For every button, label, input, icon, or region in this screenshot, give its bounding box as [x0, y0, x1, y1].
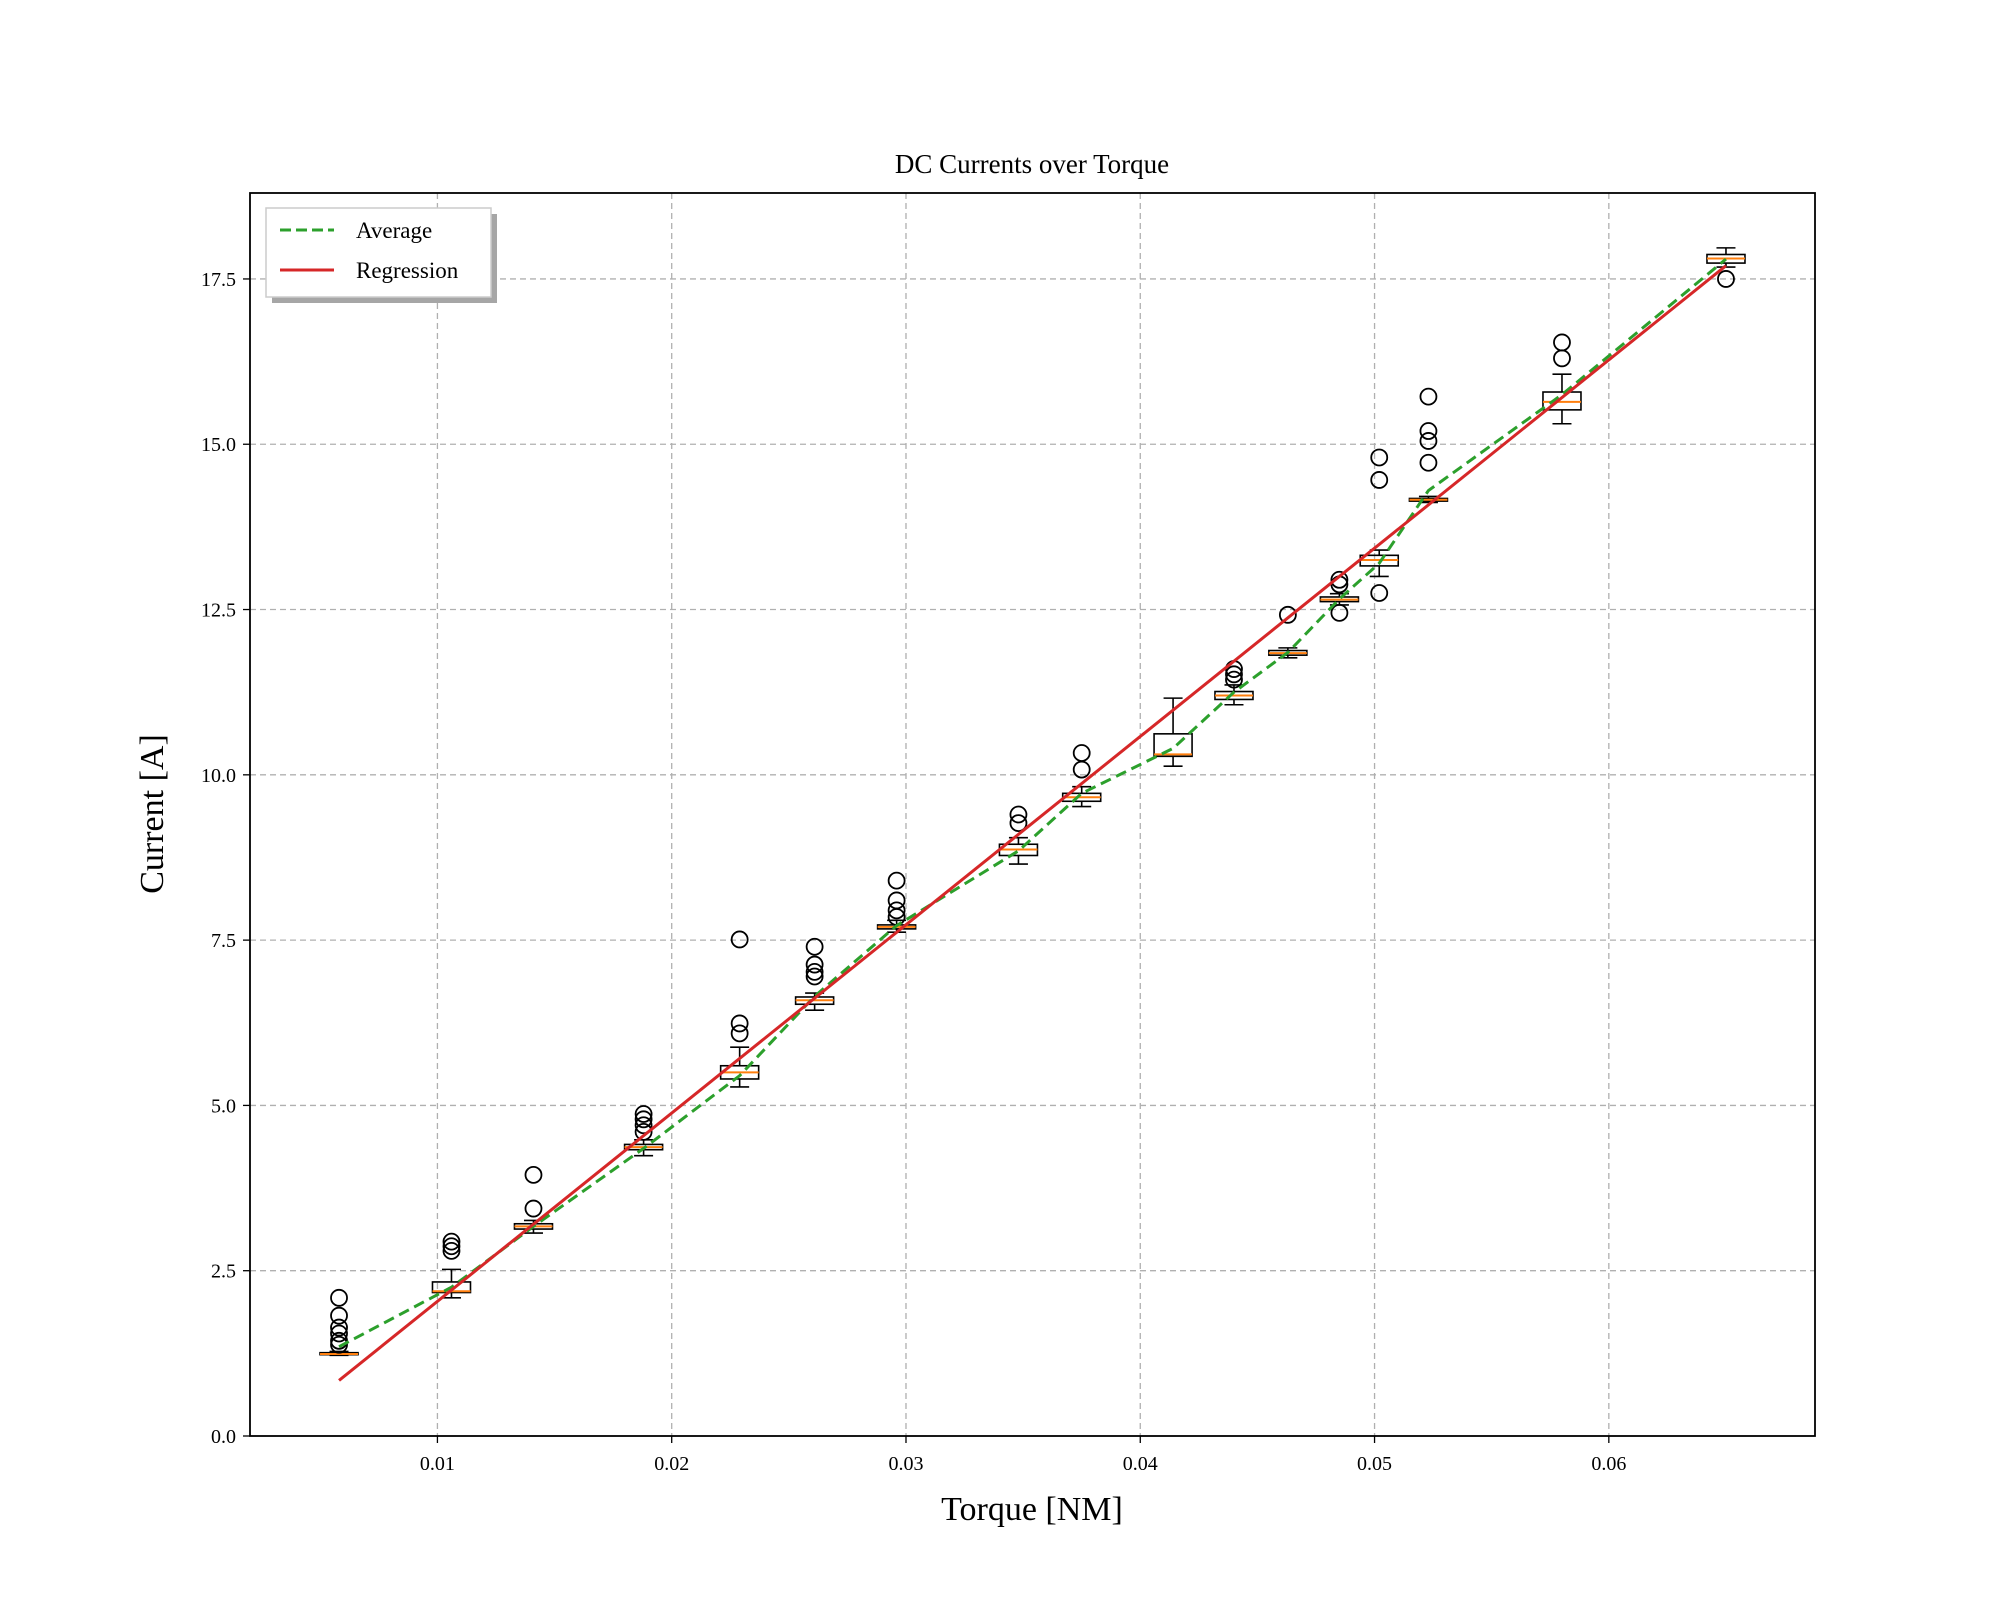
box-plot: [1408, 387, 1449, 504]
outlier-point: [330, 1288, 348, 1307]
x-tick-label: 0.04: [1123, 1453, 1158, 1475]
outlier-point: [634, 1116, 653, 1135]
outlier-point: [524, 1199, 543, 1218]
outlier-point: [1553, 349, 1571, 368]
outlier-point: [1370, 471, 1389, 489]
outlier-point: [730, 1014, 749, 1033]
outlier-point: [1225, 670, 1243, 689]
box-plot: [319, 1288, 359, 1357]
y-tick-label: 12.5: [201, 600, 236, 622]
outlier-point: [1330, 570, 1349, 589]
outlier-point: [1278, 605, 1297, 624]
outlier-point: [1419, 422, 1438, 440]
outlier-point: [634, 1105, 653, 1123]
outlier-point: [1370, 448, 1389, 467]
box-plot: [1359, 448, 1400, 602]
legend: Average Regression: [265, 207, 497, 303]
x-tick-label: 0.02: [654, 1453, 689, 1475]
box-plot: [719, 930, 760, 1088]
outlier-point: [524, 1165, 543, 1184]
outlier-point: [1009, 814, 1028, 832]
outlier-point: [1419, 432, 1438, 450]
series-lines: [338, 257, 1727, 1382]
x-tick-label: 0.06: [1591, 1453, 1626, 1475]
outlier-point: [1009, 805, 1028, 824]
outlier-point: [805, 967, 824, 986]
outlier-point: [330, 1335, 348, 1354]
x-axis-label: Torque [NM]: [941, 1491, 1123, 1528]
outlier-point: [805, 955, 824, 974]
outlier-point: [330, 1306, 348, 1325]
box-plot: [1061, 744, 1102, 808]
outlier-point: [1370, 584, 1389, 602]
x-tick-label: 0.05: [1357, 1453, 1392, 1475]
y-tick-label: 5.0: [211, 1095, 236, 1117]
legend-regression-label: Regression: [356, 258, 459, 283]
legend-average-label: Average: [356, 218, 432, 243]
box-body: [431, 1281, 472, 1294]
regression-line: [338, 264, 1727, 1382]
box-plot: [1706, 247, 1746, 288]
y-axis-label: Current [A]: [134, 734, 171, 894]
x-tick-label: 0.03: [888, 1453, 923, 1475]
y-tick-label: 0.0: [211, 1426, 236, 1448]
outlier-point: [1225, 665, 1243, 684]
outlier-point: [730, 1024, 749, 1043]
legend-box: [265, 207, 492, 298]
outlier-point: [442, 1232, 461, 1251]
outlier-point: [805, 937, 824, 956]
box-plot: [431, 1232, 472, 1299]
outlier-point: [1419, 453, 1438, 472]
outlier-point: [330, 1324, 348, 1343]
outlier-point: [1717, 270, 1735, 288]
box-plot: [1319, 570, 1360, 622]
outlier-point: [1419, 387, 1438, 406]
outlier-point: [1072, 760, 1091, 779]
outlier-point: [887, 901, 906, 920]
axis-ticks: 0.01 0.02 0.03 0.04 0.05 0.06 0.0 2.5 5.0 7.5 10.0…: [201, 269, 1626, 1475]
plot-frame: [249, 192, 1816, 1437]
outlier-point: [330, 1331, 348, 1350]
box-plot: [794, 937, 835, 1012]
chart-title: DC Currents over Torque: [895, 149, 1169, 179]
y-tick-label: 2.5: [211, 1261, 236, 1283]
y-tick-label: 7.5: [211, 930, 236, 952]
outlier-point: [330, 1318, 348, 1337]
grid: [250, 193, 1815, 1437]
box-body: [1153, 733, 1193, 758]
outlier-point: [805, 962, 824, 981]
y-tick-label: 15.0: [201, 434, 236, 456]
outlier-point: [442, 1237, 461, 1256]
y-tick-label: 10.0: [201, 765, 236, 787]
outlier-point: [1330, 603, 1349, 622]
outlier-point: [730, 930, 749, 949]
outlier-point: [634, 1122, 653, 1141]
outlier-point: [887, 871, 906, 890]
box-plot: [1153, 697, 1193, 768]
outlier-point: [634, 1110, 653, 1129]
x-tick-label: 0.01: [420, 1453, 455, 1475]
outlier-point: [442, 1241, 461, 1260]
y-tick-label: 17.5: [201, 269, 236, 291]
